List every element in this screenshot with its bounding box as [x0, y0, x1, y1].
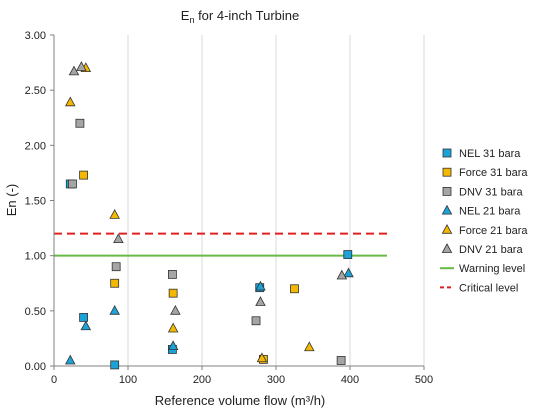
- dnv-21-bara-point: [255, 296, 266, 306]
- legend-marker-dnv-21-bara: [441, 243, 453, 253]
- x-axis-label: Reference volume flow (m³/h): [155, 393, 326, 408]
- legend-label-dnv-31-bara: DNV 31 bara: [459, 186, 523, 198]
- legend-label-nel-31-bara: NEL 31 bara: [459, 148, 521, 160]
- chart-title-main: E: [181, 8, 190, 23]
- legend-marker-dnv-31-bara: [442, 186, 452, 196]
- legend-label-force-21-bara: Force 21 bara: [459, 225, 528, 237]
- chart-title-subscript: n: [189, 15, 194, 25]
- force-21-bara-point: [65, 96, 76, 107]
- y-tick-label: 1.00: [25, 251, 46, 263]
- nel-21-bara-point: [255, 280, 266, 291]
- x-tick-label: 400: [341, 374, 359, 386]
- chart-title-rest: for 4-inch Turbine: [194, 8, 299, 23]
- nel-21-bara-point: [167, 340, 179, 351]
- force-31-bara-point: [290, 284, 299, 294]
- y-tick-label: 1.50: [25, 196, 46, 208]
- dnv-31-bara-point: [75, 118, 85, 128]
- force-21-bara-point: [304, 341, 315, 352]
- y-tick-label: 0.00: [25, 361, 46, 373]
- force-21-bara-point: [167, 322, 179, 333]
- force-31-bara-point: [110, 278, 120, 288]
- y-tick-label: 3.00: [25, 30, 46, 42]
- dnv-31-bara-point: [68, 179, 77, 189]
- y-axis-label: En (-): [4, 184, 19, 217]
- force-21-bara-point: [109, 209, 120, 219]
- dnv-21-bara-point: [336, 269, 348, 280]
- nel-21-bara-point: [80, 320, 92, 331]
- legend-label-force-31-bara: Force 31 bara: [459, 167, 528, 179]
- legend-marker-force-21-bara: [441, 223, 453, 234]
- dnv-31-bara-point: [251, 316, 261, 326]
- dnv-21-bara-point: [76, 61, 87, 71]
- y-tick-label: 2.00: [25, 140, 46, 152]
- legend-label-dnv-21-bara: DNV 21 bara: [459, 244, 523, 256]
- chart-title: En for 4-inch Turbine: [181, 8, 299, 25]
- legend-label-nel-21-bara: NEL 21 bara: [459, 206, 521, 218]
- legend-marker-nel-31-bara: [442, 148, 452, 158]
- y-tick-label: 2.50: [25, 85, 46, 97]
- force-31-bara-point: [79, 170, 88, 180]
- nel-31-bara-point: [79, 313, 88, 322]
- y-tick-label: 0.50: [25, 306, 46, 318]
- nel-21-bara-point: [65, 354, 76, 365]
- x-tick-label: 100: [119, 374, 137, 386]
- data-points: [65, 61, 354, 370]
- grid: [127, 35, 425, 366]
- reference-lines: [54, 232, 387, 257]
- force-31-bara-point: [168, 288, 178, 298]
- dnv-31-bara-point: [167, 270, 177, 279]
- y-axis-ticks: 0.00 0.50 1.00 1.50 2.00 2.50 3.00: [25, 30, 54, 373]
- dnv-31-bara-point: [336, 356, 346, 365]
- x-tick-label: 500: [415, 374, 433, 386]
- nel-21-bara-point: [343, 267, 354, 278]
- legend: NEL 31 bara Force 31 bara DNV 31 bara NEL 2…: [440, 148, 528, 294]
- legend-marker-nel-21-bara: [441, 204, 453, 215]
- nel-31-bara-point: [110, 360, 120, 370]
- dnv-21-bara-point: [113, 233, 124, 244]
- legend-label-critical-level: Critical level: [459, 282, 518, 294]
- dnv-31-bara-point: [111, 262, 121, 272]
- x-tick-label: 200: [193, 374, 211, 386]
- legend-label-warning-level: Warning level: [459, 263, 525, 275]
- dnv-21-bara-point: [170, 304, 181, 315]
- force-21-bara-point: [256, 352, 268, 363]
- x-tick-label: 0: [51, 374, 57, 386]
- nel-31-bara-point: [343, 250, 353, 259]
- legend-marker-force-31-bara: [442, 167, 452, 177]
- nel-21-bara-point: [109, 304, 120, 315]
- x-tick-label: 300: [267, 374, 285, 386]
- x-axis-ticks: 0 100 200 300 400 500: [51, 366, 433, 386]
